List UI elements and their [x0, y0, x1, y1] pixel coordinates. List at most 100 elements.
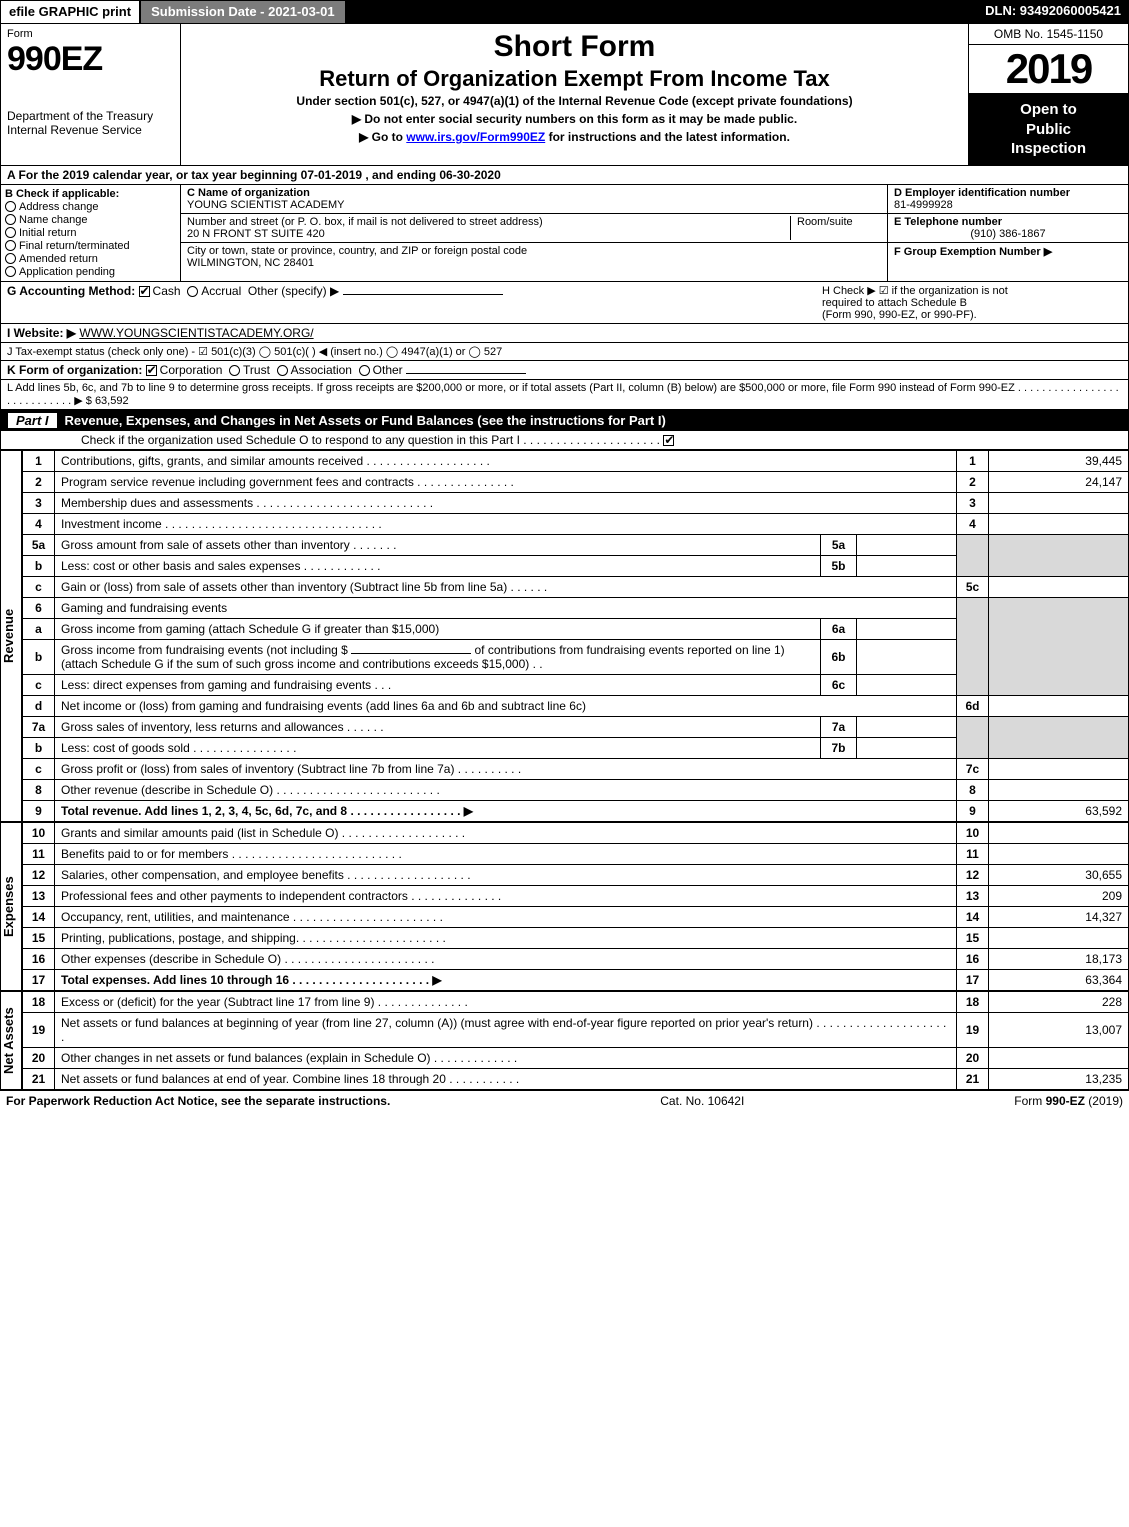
E-phone: (910) 386-1867	[894, 228, 1122, 240]
line9-desc: Total revenue. Add lines 1, 2, 3, 4, 5c,…	[55, 800, 957, 821]
part1-schedO-check[interactable]	[663, 435, 674, 446]
line15-amt	[989, 927, 1129, 948]
G-accrual-check[interactable]	[187, 286, 198, 297]
line11-desc: Benefits paid to or for members . . . . …	[55, 843, 957, 864]
line5c-amt	[989, 576, 1129, 597]
part1-title: Revenue, Expenses, and Changes in Net As…	[65, 413, 666, 428]
part1-check-line: Check if the organization used Schedule …	[0, 431, 1129, 450]
line6d-desc: Net income or (loss) from gaming and fun…	[55, 695, 957, 716]
K-other[interactable]	[359, 365, 370, 376]
line1-desc: Contributions, gifts, grants, and simila…	[55, 450, 957, 471]
line5c-desc: Gain or (loss) from sale of assets other…	[55, 576, 957, 597]
B-opt-name-change[interactable]: Name change	[5, 214, 176, 226]
footer-left: For Paperwork Reduction Act Notice, see …	[6, 1094, 390, 1108]
line5a-desc: Gross amount from sale of assets other t…	[55, 534, 821, 555]
side-revenue: Revenue	[0, 450, 22, 822]
line20-desc: Other changes in net assets or fund bala…	[55, 1047, 957, 1068]
revenue-table: 1Contributions, gifts, grants, and simil…	[22, 450, 1129, 822]
K-trust[interactable]	[229, 365, 240, 376]
netassets-table: 18Excess or (deficit) for the year (Subt…	[22, 991, 1129, 1090]
D-ein: 81-4999928	[894, 199, 953, 211]
row-I: I Website: ▶ WWW.YOUNGSCIENTISTACADEMY.O…	[0, 324, 1129, 343]
B-opt-final-return[interactable]: Final return/terminated	[5, 240, 176, 252]
line21-desc: Net assets or fund balances at end of ye…	[55, 1068, 957, 1089]
expenses-table: 10Grants and similar amounts paid (list …	[22, 822, 1129, 991]
B-opt-initial-return[interactable]: Initial return	[5, 227, 176, 239]
line14-desc: Occupancy, rent, utilities, and maintena…	[55, 906, 957, 927]
col-B: B Check if applicable: Address change Na…	[1, 185, 181, 281]
line6-desc: Gaming and fundraising events	[55, 597, 957, 618]
L-amount: $ 63,592	[86, 395, 129, 407]
line10-desc: Grants and similar amounts paid (list in…	[55, 822, 957, 843]
line18-amt: 228	[989, 991, 1129, 1012]
C-addr-label: Number and street (or P. O. box, if mail…	[187, 216, 543, 228]
line13-amt: 209	[989, 885, 1129, 906]
dept-irs: Internal Revenue Service	[7, 123, 174, 137]
C-city: WILMINGTON, NC 28401	[187, 257, 314, 269]
K-corp[interactable]	[146, 365, 157, 376]
line14-amt: 14,327	[989, 906, 1129, 927]
line16-desc: Other expenses (describe in Schedule O) …	[55, 948, 957, 969]
K-assoc[interactable]	[277, 365, 288, 376]
L-text: L Add lines 5b, 6c, and 7b to line 9 to …	[7, 382, 1119, 407]
line20-amt	[989, 1047, 1129, 1068]
footer-right: Form 990-EZ (2019)	[1014, 1094, 1123, 1108]
line7b-desc: Less: cost of goods sold . . . . . . . .…	[55, 737, 821, 758]
dept-treasury: Department of the Treasury	[7, 109, 174, 123]
line12-amt: 30,655	[989, 864, 1129, 885]
title-short-form: Short Form	[191, 30, 958, 64]
line6b-desc: Gross income from fundraising events (no…	[55, 639, 821, 674]
line4-amt	[989, 513, 1129, 534]
line2-amt: 24,147	[989, 471, 1129, 492]
line9-amt: 63,592	[989, 800, 1129, 821]
part1-label: Part I	[8, 413, 57, 428]
topbar: efile GRAPHIC print Submission Date - 20…	[0, 0, 1129, 24]
line1-amt: 39,445	[989, 450, 1129, 471]
omb-number: OMB No. 1545-1150	[969, 24, 1128, 45]
C-org-name: YOUNG SCIENTIST ACADEMY	[187, 199, 345, 211]
G-label: G Accounting Method:	[7, 284, 135, 298]
side-netassets: Net Assets	[0, 991, 22, 1090]
form-number: 990EZ	[7, 40, 174, 79]
goto-pre: ▶ Go to	[359, 130, 406, 144]
I-website[interactable]: WWW.YOUNGSCIENTISTACADEMY.ORG/	[79, 326, 313, 340]
part1-header: Part I Revenue, Expenses, and Changes in…	[0, 410, 1129, 431]
line8-desc: Other revenue (describe in Schedule O) .…	[55, 779, 957, 800]
side-expenses: Expenses	[0, 822, 22, 991]
B-opt-application-pending[interactable]: Application pending	[5, 266, 176, 278]
irs-link[interactable]: www.irs.gov/Form990EZ	[406, 130, 545, 144]
dln: DLN: 93492060005421	[977, 0, 1129, 24]
I-label: I Website: ▶	[7, 326, 76, 340]
efile-label[interactable]: efile GRAPHIC print	[0, 0, 140, 24]
line21-amt: 13,235	[989, 1068, 1129, 1089]
row-J: J Tax-exempt status (check only one) - ☑…	[0, 343, 1129, 361]
E-label: E Telephone number	[894, 216, 1002, 228]
line19-amt: 13,007	[989, 1012, 1129, 1047]
line17-amt: 63,364	[989, 969, 1129, 990]
form-header: Form 990EZ Department of the Treasury In…	[0, 24, 1129, 166]
line10-amt	[989, 822, 1129, 843]
C-room-label: Room/suite	[791, 216, 881, 240]
B-opt-address-change[interactable]: Address change	[5, 201, 176, 213]
line3-desc: Membership dues and assessments . . . . …	[55, 492, 957, 513]
B-opt-amended[interactable]: Amended return	[5, 253, 176, 265]
title-return: Return of Organization Exempt From Incom…	[191, 66, 958, 92]
line3-amt	[989, 492, 1129, 513]
H-line3: (Form 990, 990-EZ, or 990-PF).	[822, 309, 1122, 321]
line11-amt	[989, 843, 1129, 864]
H-line2: required to attach Schedule B	[822, 297, 1122, 309]
line12-desc: Salaries, other compensation, and employ…	[55, 864, 957, 885]
line18-desc: Excess or (deficit) for the year (Subtra…	[55, 991, 957, 1012]
line4-desc: Investment income . . . . . . . . . . . …	[55, 513, 957, 534]
row-GH: G Accounting Method: Cash Accrual Other …	[0, 282, 1129, 324]
D-label: D Employer identification number	[894, 187, 1070, 199]
line19-desc: Net assets or fund balances at beginning…	[55, 1012, 957, 1047]
block-b-c-def: B Check if applicable: Address change Na…	[0, 185, 1129, 282]
line2-desc: Program service revenue including govern…	[55, 471, 957, 492]
col-DEF: D Employer identification number 81-4999…	[888, 185, 1128, 281]
row-K: K Form of organization: Corporation Trus…	[0, 361, 1129, 380]
line7a-desc: Gross sales of inventory, less returns a…	[55, 716, 821, 737]
footer: For Paperwork Reduction Act Notice, see …	[0, 1090, 1129, 1111]
line8-amt	[989, 779, 1129, 800]
G-cash-check[interactable]	[139, 286, 150, 297]
